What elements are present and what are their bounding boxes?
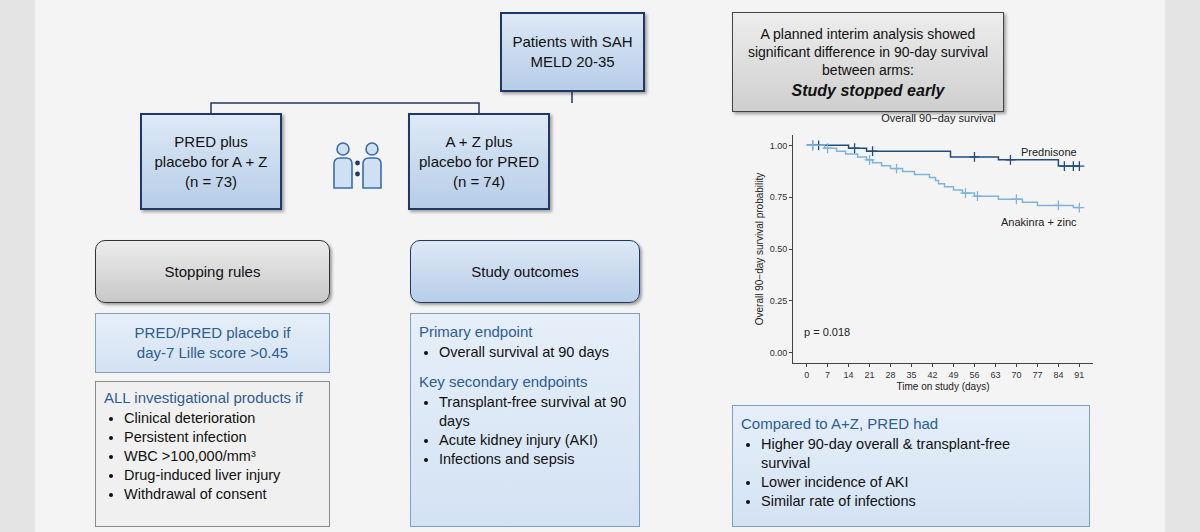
html-text:Withdrawal of consent: Withdrawal of consent bbox=[124, 486, 267, 502]
html-text:Lower incidence of AKI: Lower incidence of AKI bbox=[761, 474, 909, 490]
html-text:Infections and sepsis: Infections and sepsis bbox=[439, 451, 575, 467]
html-text:PRED plus: PRED plus bbox=[174, 132, 248, 150]
html-text:PRED/PRED placebo if: PRED/PRED placebo if bbox=[134, 324, 291, 341]
html-text:WBC >100,000/mm³: WBC >100,000/mm³ bbox=[124, 448, 256, 464]
svg-text:21: 21 bbox=[865, 370, 875, 380]
svg-text:Overall 90−day survival probab: Overall 90−day survival probability bbox=[754, 173, 765, 326]
html-text:(n = 74): (n = 74) bbox=[452, 172, 506, 190]
html-text:Higher 90-day overall & transp: Higher 90-day overall & transplant-free … bbox=[761, 436, 1010, 471]
html-text:Persistent infection: Persistent infection bbox=[124, 429, 247, 445]
html-text:Key secondary endpoints: Key secondary endpoints bbox=[419, 373, 588, 390]
html-text:Patients with SAH: Patients with SAH bbox=[512, 33, 633, 50]
svg-text:14: 14 bbox=[844, 370, 854, 380]
svg-text:56: 56 bbox=[969, 370, 979, 380]
svg-text:1.00: 1.00 bbox=[770, 141, 788, 151]
svg-text:49: 49 bbox=[948, 370, 958, 380]
svg-text:Prednisone: Prednisone bbox=[1021, 146, 1077, 158]
html-text:Study stopped early: Study stopped early bbox=[791, 81, 945, 99]
html-text:A + Z plus: A + Z plus bbox=[445, 132, 513, 150]
html-text:ALL investigational products i: ALL investigational products if bbox=[104, 389, 303, 406]
html-text:Drug-induced liver injury: Drug-induced liver injury bbox=[124, 467, 281, 483]
svg-text:0.75: 0.75 bbox=[770, 192, 788, 202]
html-text:placebo for A + Z: placebo for A + Z bbox=[154, 152, 268, 170]
html-text:A planned interim analysis sho: A planned interim analysis showed signif… bbox=[747, 25, 989, 78]
svg-text:84: 84 bbox=[1053, 370, 1063, 380]
svg-text:Time on study (days): Time on study (days) bbox=[897, 381, 990, 392]
html-text:Study outcomes: Study outcomes bbox=[471, 263, 579, 280]
svg-text:35: 35 bbox=[907, 370, 917, 380]
svg-text:0.25: 0.25 bbox=[770, 296, 788, 306]
svg-text:Anakinra + zinc: Anakinra + zinc bbox=[1001, 216, 1077, 228]
svg-text:7: 7 bbox=[825, 370, 830, 380]
svg-text:0: 0 bbox=[804, 370, 809, 380]
html-text:Stopping rules: Stopping rules bbox=[164, 263, 261, 280]
html-text:Transplant-free survival at 90: Transplant-free survival at 90 days bbox=[439, 394, 627, 429]
svg-text:77: 77 bbox=[1032, 370, 1042, 380]
svg-text:70: 70 bbox=[1011, 370, 1021, 380]
svg-text:0.50: 0.50 bbox=[770, 244, 788, 254]
html-text:Acute kidney injury (AKI): Acute kidney injury (AKI) bbox=[439, 432, 598, 448]
svg-text:p = 0.018: p = 0.018 bbox=[804, 326, 850, 338]
html-text:MELD 20-35: MELD 20-35 bbox=[530, 53, 615, 70]
html-text:Overall survival at 90 days: Overall survival at 90 days bbox=[439, 344, 609, 360]
svg-text:91: 91 bbox=[1074, 370, 1084, 380]
svg-text:63: 63 bbox=[990, 370, 1000, 380]
html-text:(n = 73): (n = 73) bbox=[184, 172, 238, 190]
html-text:Compared to A+Z, PRED had: Compared to A+Z, PRED had bbox=[741, 415, 939, 432]
svg-text:0.00: 0.00 bbox=[770, 348, 788, 358]
html-text:Primary endpoint: Primary endpoint bbox=[419, 323, 533, 340]
html-text:day-7 Lille score >0.45: day-7 Lille score >0.45 bbox=[136, 344, 289, 361]
svg-text:42: 42 bbox=[928, 370, 938, 380]
svg-text:Overall 90−day survival: Overall 90−day survival bbox=[881, 112, 996, 124]
svg-text:28: 28 bbox=[886, 370, 896, 380]
html-text:Clinical deterioration: Clinical deterioration bbox=[124, 410, 256, 426]
html-text:Similar rate of infections: Similar rate of infections bbox=[761, 493, 916, 509]
html-text:placebo for PRED: placebo for PRED bbox=[419, 152, 539, 170]
